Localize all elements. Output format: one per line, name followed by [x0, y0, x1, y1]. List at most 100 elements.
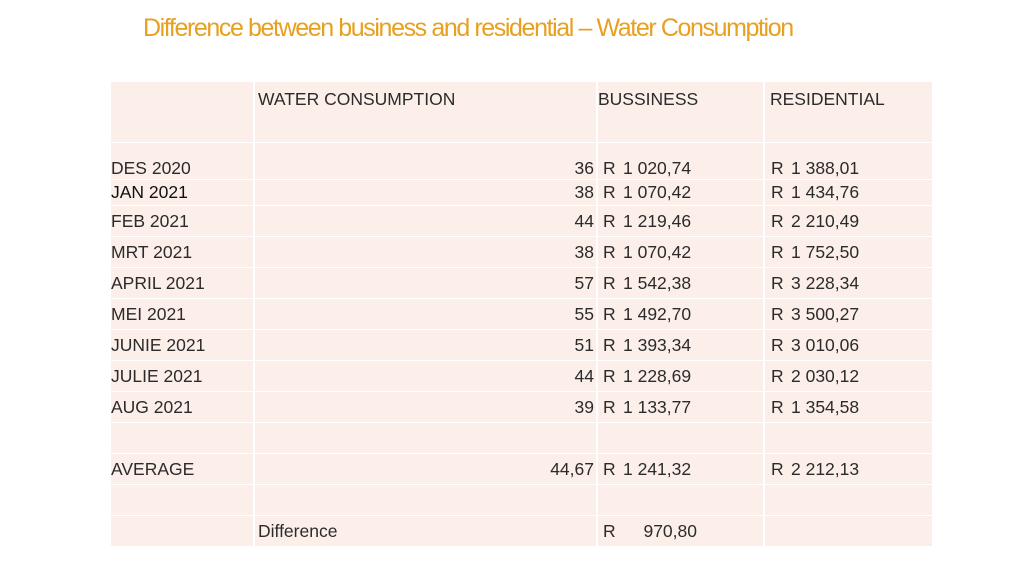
difference-row: Difference R 970,80 [111, 515, 932, 547]
difference-value: 970,80 [643, 520, 697, 541]
currency-symbol: R [771, 303, 784, 324]
consumption-cell: 51 [253, 329, 597, 361]
currency-symbol: R [603, 458, 616, 479]
average-row: AVERAGE 44,67 R 1 241,32 R 2 212,13 [111, 453, 932, 485]
table-row: AUG 2021 39 R 1 133,77 R 1 354,58 [111, 391, 932, 423]
business-cell: R 1 219,46 [596, 205, 764, 237]
table-row: APRIL 2021 57 R 1 542,38 R 3 228,34 [111, 267, 932, 299]
currency-symbol: R [771, 210, 784, 231]
residential-cell-value: 1 752,50 [791, 241, 860, 262]
residential-cell-value: 2 210,49 [791, 210, 860, 231]
spacer-row [111, 484, 932, 516]
currency-symbol: R [603, 241, 616, 262]
residential-cell-value: 3 010,06 [791, 334, 860, 355]
currency-symbol: R [603, 272, 616, 293]
business-cell: R 1 133,77 [596, 391, 764, 423]
business-cell-value: 1 020,74 [623, 158, 692, 178]
empty-cell [763, 422, 932, 454]
month-cell: DES 2020 [111, 142, 254, 180]
residential-cell: R 2 030,12 [763, 360, 932, 392]
residential-cell-value: 1 434,76 [791, 182, 860, 202]
business-cell: R 1 542,38 [596, 267, 764, 299]
currency-symbol: R [771, 272, 784, 293]
average-business-value: 1 241,32 [623, 458, 692, 479]
average-consumption: 44,67 [253, 453, 597, 485]
currency-symbol: R [771, 396, 784, 417]
header-cell-water-consumption: WATER CONSUMPTION [253, 81, 597, 143]
business-cell-value: 1 070,42 [623, 241, 692, 262]
business-cell-value: 1 492,70 [623, 303, 692, 324]
slide-title: Difference between business and resident… [143, 14, 794, 42]
currency-symbol: R [603, 365, 616, 386]
consumption-cell: 38 [253, 179, 597, 206]
business-cell: R 1 070,42 [596, 179, 764, 206]
month-cell: FEB 2021 [111, 205, 254, 237]
table-row: MRT 2021 38 R 1 070,42 R 1 752,50 [111, 236, 932, 268]
month-cell: MRT 2021 [111, 236, 254, 268]
month-cell: JUNIE 2021 [111, 329, 254, 361]
month-cell: AUG 2021 [111, 391, 254, 423]
currency-symbol: R [603, 334, 616, 355]
residential-cell: R 3 010,06 [763, 329, 932, 361]
month-cell: JULIE 2021 [111, 360, 254, 392]
empty-cell [763, 515, 932, 547]
business-cell: R 1 393,34 [596, 329, 764, 361]
table-row: JULIE 2021 44 R 1 228,69 R 2 030,12 [111, 360, 932, 392]
header-cell-business: BUSSINESS [596, 81, 764, 143]
currency-symbol: R [771, 241, 784, 262]
residential-cell: R 1 388,01 [763, 142, 932, 180]
residential-cell-value: 1 354,58 [791, 396, 860, 417]
residential-cell-value: 3 500,27 [791, 303, 860, 324]
empty-cell [596, 422, 764, 454]
currency-symbol: R [603, 182, 616, 202]
business-cell-value: 1 228,69 [623, 365, 692, 386]
residential-cell: R 1 752,50 [763, 236, 932, 268]
business-cell-value: 1 542,38 [623, 272, 692, 293]
currency-symbol: R [603, 303, 616, 324]
residential-cell-value: 3 228,34 [791, 272, 860, 293]
residential-cell-value: 2 030,12 [791, 365, 860, 386]
month-cell: MEI 2021 [111, 298, 254, 330]
empty-cell [253, 422, 597, 454]
business-cell-value: 1 070,42 [623, 182, 692, 202]
table-row: FEB 2021 44 R 1 219,46 R 2 210,49 [111, 205, 932, 237]
business-cell: R 1 070,42 [596, 236, 764, 268]
table-row: DES 2020 36 R 1 020,74 R 1 388,01 [111, 142, 932, 180]
consumption-cell: 55 [253, 298, 597, 330]
empty-cell [763, 484, 932, 516]
consumption-cell: 36 [253, 142, 597, 180]
currency-symbol: R [771, 182, 784, 202]
business-cell-value: 1 219,46 [623, 210, 692, 231]
currency-symbol: R [603, 396, 616, 417]
consumption-cell: 44 [253, 205, 597, 237]
business-cell: R 1 228,69 [596, 360, 764, 392]
residential-cell: R 2 210,49 [763, 205, 932, 237]
empty-cell [596, 484, 764, 516]
average-business: R 1 241,32 [596, 453, 764, 485]
empty-cell [253, 484, 597, 516]
consumption-cell: 57 [253, 267, 597, 299]
empty-cell [111, 484, 254, 516]
residential-cell: R 3 228,34 [763, 267, 932, 299]
consumption-cell: 44 [253, 360, 597, 392]
currency-symbol: R [771, 158, 784, 178]
currency-symbol: R [771, 365, 784, 386]
consumption-cell: 39 [253, 391, 597, 423]
header-cell-month [111, 81, 254, 143]
average-label: AVERAGE [111, 453, 254, 485]
table-row: JAN 2021 38 R 1 070,42 R 1 434,76 [111, 179, 932, 206]
difference-spacer [111, 515, 254, 547]
currency-symbol: R [603, 210, 616, 231]
month-cell: APRIL 2021 [111, 267, 254, 299]
residential-cell: R 1 434,76 [763, 179, 932, 206]
consumption-cell: 38 [253, 236, 597, 268]
residential-cell: R 3 500,27 [763, 298, 932, 330]
header-cell-residential: RESIDENTIAL [763, 81, 932, 143]
currency-symbol: R [603, 520, 616, 541]
difference-cell: R 970,80 [596, 515, 764, 547]
month-cell: JAN 2021 [111, 179, 254, 206]
business-cell-value: 1 393,34 [623, 334, 692, 355]
table-row: JUNIE 2021 51 R 1 393,34 R 3 010,06 [111, 329, 932, 361]
currency-symbol: R [771, 458, 784, 479]
business-cell: R 1 492,70 [596, 298, 764, 330]
